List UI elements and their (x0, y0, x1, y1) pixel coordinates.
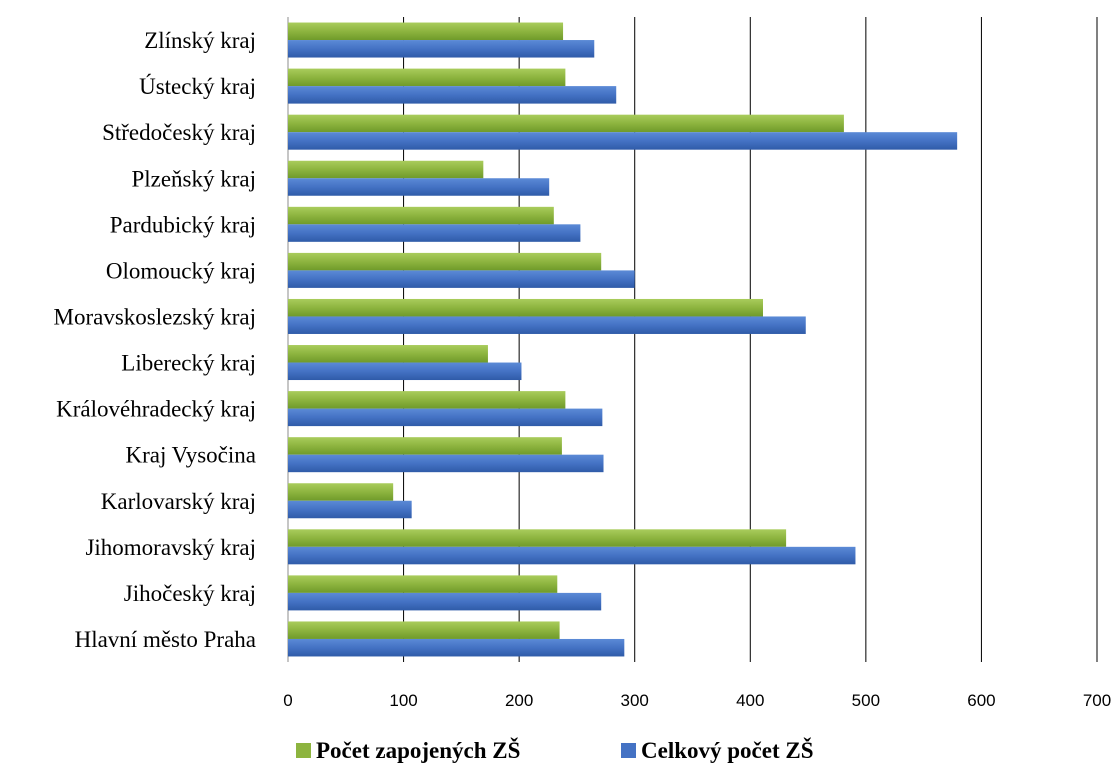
bar-celkovy-11 (288, 546, 856, 565)
bar-celkovy-10 (288, 500, 412, 519)
bar-celkovy-4 (288, 224, 581, 242)
bar-zapojene-8 (288, 391, 566, 409)
category-label: Karlovarský kraj (101, 489, 256, 514)
category-label: Jihomoravský kraj (85, 535, 256, 560)
x-tick-label: 500 (852, 691, 880, 710)
category-labels: Zlínský kraj Ústecký kraj Středočeský kraj… (54, 28, 257, 652)
gridlines (287, 17, 1098, 662)
category-label: Liberecký kraj (121, 351, 256, 376)
bar-celkovy-12 (288, 592, 602, 611)
category-label: Olomoucký kraj (106, 258, 256, 283)
x-tick-label: 100 (389, 691, 417, 710)
bar-zapojene-4 (288, 206, 554, 225)
bar-zapojene-13 (288, 621, 560, 639)
legend: Počet zapojených ZŠ Celkový počet ZŠ (296, 737, 814, 763)
category-label: Jihočeský kraj (124, 581, 256, 606)
bar-celkovy-2 (288, 132, 958, 150)
category-label: Středočeský kraj (102, 120, 256, 145)
x-tick-label: 400 (736, 691, 764, 710)
bar-zapojene-6 (288, 298, 763, 317)
bar-zapojene-0 (288, 22, 564, 41)
bar-celkovy-3 (288, 178, 550, 196)
bar-celkovy-5 (288, 270, 635, 288)
bar-zapojene-7 (288, 345, 488, 363)
legend-swatch-1 (621, 743, 636, 758)
bar-zapojene-2 (288, 114, 844, 133)
x-tick-label: 200 (505, 691, 533, 710)
category-label: Pardubický kraj (110, 212, 256, 237)
bar-celkovy-9 (288, 454, 604, 473)
category-label: Královéhradecký kraj (56, 397, 256, 422)
legend-label-1: Celkový počet ZŠ (641, 737, 814, 763)
bar-celkovy-0 (288, 40, 595, 58)
bar-celkovy-6 (288, 316, 806, 334)
x-tick-labels: 0 100 200 300 400 500 600 700 (283, 691, 1111, 710)
legend-swatch-0 (296, 743, 311, 758)
bar-zapojene-3 (288, 160, 484, 179)
bars (288, 22, 958, 657)
x-tick-label: 700 (1083, 691, 1111, 710)
x-tick-label: 300 (621, 691, 649, 710)
bar-zapojene-10 (288, 483, 394, 501)
category-label: Kraj Vysočina (125, 443, 256, 468)
category-label: Ústecký kraj (139, 73, 256, 99)
bar-celkovy-7 (288, 362, 522, 381)
category-label: Hlavní město Praha (75, 627, 256, 652)
bar-celkovy-1 (288, 86, 617, 104)
category-label: Plzeňský kraj (131, 166, 256, 191)
bar-celkovy-8 (288, 408, 603, 427)
bar-zapojene-5 (288, 252, 602, 271)
legend-label-0: Počet zapojených ZŠ (316, 737, 520, 763)
category-label: Moravskoslezský kraj (54, 304, 257, 329)
x-tick-label: 600 (967, 691, 995, 710)
x-tick-label: 0 (283, 691, 292, 710)
category-label: Zlínský kraj (144, 28, 256, 53)
bar-zapojene-11 (288, 529, 787, 547)
bar-zapojene-12 (288, 575, 558, 593)
bar-zapojene-9 (288, 437, 562, 455)
bar-celkovy-13 (288, 638, 625, 657)
bar-zapojene-1 (288, 68, 566, 87)
